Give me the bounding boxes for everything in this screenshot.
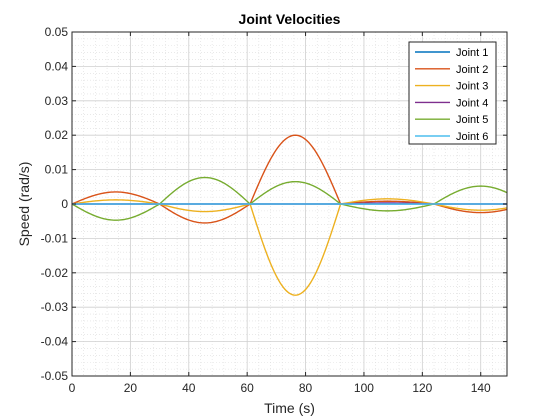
y-tick-label: 0.04: [45, 59, 69, 73]
y-tick-label: -0.04: [41, 335, 69, 349]
y-tick-label: -0.05: [41, 369, 69, 383]
y-axis-label: Speed (rad/s): [16, 162, 32, 247]
chart-title: Joint Velocities: [239, 11, 341, 27]
y-tick-label: 0.01: [45, 163, 69, 177]
legend-label: Joint 5: [456, 114, 488, 126]
x-axis-label: Time (s): [264, 400, 315, 416]
legend: Joint 1 Joint 2 Joint 3 Joint 4 Joint 5 Joint…: [408, 41, 497, 145]
y-tick-label: 0: [61, 197, 68, 211]
x-tick-label: 20: [124, 381, 138, 395]
x-tick-label: 80: [299, 381, 313, 395]
x-tick-label: 40: [182, 381, 196, 395]
series-line-joint-3: [71, 198, 508, 296]
y-tick-label: -0.03: [41, 300, 69, 314]
x-tick-label: 0: [69, 381, 76, 395]
legend-box: [408, 41, 497, 145]
x-tick-label: 60: [240, 381, 254, 395]
legend-label: Joint 1: [456, 47, 488, 59]
x-axis-ticks: 0 20 40 60 80 100 120 140: [69, 32, 491, 395]
y-tick-label: -0.01: [41, 231, 69, 245]
legend-label: Joint 6: [456, 131, 488, 143]
legend-label: Joint 2: [456, 64, 488, 76]
y-tick-label: 0.05: [45, 25, 69, 39]
series-line-joint-2: [71, 134, 508, 224]
legend-label: Joint 4: [456, 97, 488, 109]
x-tick-label: 140: [471, 381, 491, 395]
y-tick-label: 0.03: [45, 94, 69, 108]
x-tick-label: 120: [412, 381, 432, 395]
legend-label: Joint 3: [456, 81, 488, 93]
x-tick-label: 100: [354, 381, 374, 395]
y-axis-ticks: 0.05 0.04 0.03 0.02 0.01 0 -0.01 -0.02 -0.03 -0.0…: [41, 25, 507, 383]
y-tick-label: 0.02: [45, 128, 69, 142]
y-tick-label: -0.02: [41, 266, 69, 280]
series-layer: [71, 134, 508, 296]
series-line-joint-5: [71, 176, 508, 221]
